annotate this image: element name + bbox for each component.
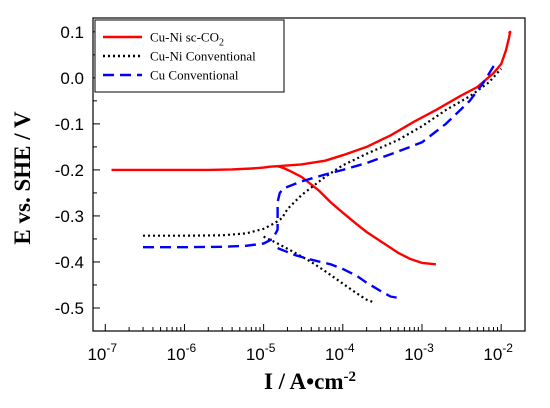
x-tick-label: 10-6 <box>167 341 197 364</box>
y-tick-label: -0.4 <box>55 253 84 272</box>
series-line-3 <box>277 246 399 300</box>
y-tick-label: -0.5 <box>55 299 84 318</box>
y-axis: 0.1 0.0 -0.1 -0.2 -0.3 -0.4 -0.5 <box>55 23 100 332</box>
legend-label-1: Cu-Ni sc-CO2 <box>150 30 224 49</box>
x-axis-title: I / A•cm-2 <box>264 369 356 394</box>
plot-area <box>111 30 512 304</box>
y-tick-label: 0.0 <box>60 69 84 88</box>
series-line-1 <box>277 30 512 168</box>
series-line-2 <box>263 235 375 304</box>
y-tick-label: -0.1 <box>55 115 84 134</box>
series-line-3 <box>143 60 499 249</box>
legend-box <box>94 19 285 93</box>
y-tick-label: 0.1 <box>60 23 84 42</box>
legend-label-3: Cu Conventional <box>150 68 239 83</box>
x-tick-label: 10-2 <box>483 341 513 364</box>
x-tick-label: 10-4 <box>325 341 355 364</box>
x-axis: 10-7 10-6 10-5 10-4 10-3 10-2 <box>87 324 526 364</box>
y-tick-label: -0.3 <box>55 207 84 226</box>
series-line-2 <box>143 67 503 237</box>
series-line-1 <box>111 164 437 266</box>
x-tick-label: 10-5 <box>246 341 276 364</box>
plot-frame <box>92 17 526 332</box>
x-tick-label: 10-7 <box>87 341 117 364</box>
y-axis-title: E vs. SHE / V <box>10 111 35 245</box>
y-tick-label: -0.2 <box>55 161 84 180</box>
legend-label-2: Cu-Ni Conventional <box>150 49 256 64</box>
x-tick-label: 10-3 <box>404 341 434 364</box>
